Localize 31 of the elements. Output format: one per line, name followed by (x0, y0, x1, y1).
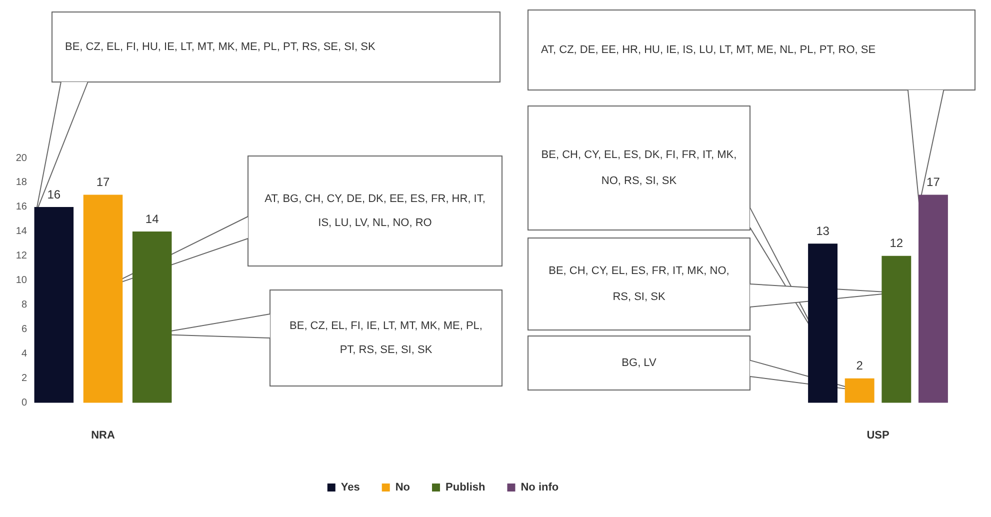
x-tick-label: NRA (91, 429, 115, 442)
y-tick-label: 2 (21, 373, 28, 384)
y-tick-label: 14 (16, 226, 28, 238)
y-tick-label: 8 (21, 300, 28, 311)
legend-label: No (395, 482, 410, 494)
x-tick-label: USP (866, 429, 890, 442)
annotation: BE, CZ, EL, FI, IE, LT, MT, MK, ME, PL, PT, RS, SE, SI, SK (288, 319, 484, 358)
text: BE, CZ, EL, FI, HU, IE, LT, MT, MK, ME, PL, PT, RS, SE, SI, SK (65, 40, 376, 55)
legend-label: No info (520, 482, 559, 494)
annotation: AT, BG, CH, CY, DE, DK, EE, ES, FR, HR, IT, IS, LU, LV, NL, NO, RO (264, 192, 486, 231)
legend-label: Publish (446, 482, 486, 494)
y-tick-label: 4 (21, 348, 28, 360)
data-label: 14 (145, 212, 160, 226)
data-label: 13 (816, 224, 830, 238)
data-label: 12 (890, 236, 904, 250)
y-tick-label: 16 (16, 202, 28, 213)
data-label: 17 (96, 175, 110, 190)
y-tick-label: 20 (16, 152, 28, 164)
data-label: 17 (926, 175, 940, 190)
data-label: 16 (47, 187, 61, 202)
y-tick-label: 12 (16, 250, 28, 262)
y-tick-label: 6 (21, 324, 28, 336)
legend-label: Yes (340, 482, 360, 494)
data-label: 2 (856, 358, 864, 373)
text: BE, CH, CY, EL, ES, FR, IT, MK, NO, RS, SI, SK (548, 265, 730, 303)
text: BE, CH, CY, EL, ES, DK, FI, FR, IT, MK, NO, RS, SI, SK (541, 149, 737, 187)
annotation: BG, LV (622, 356, 656, 371)
text: AT, CZ, DE, EE, HR, HU, IE, IS, LU, LT, MT, ME, NL, PL, PT, RO, SE (541, 43, 876, 58)
y-tick-label: 10 (16, 275, 28, 286)
y-tick-label: 0 (21, 398, 28, 409)
y-tick-label: 18 (16, 177, 28, 188)
